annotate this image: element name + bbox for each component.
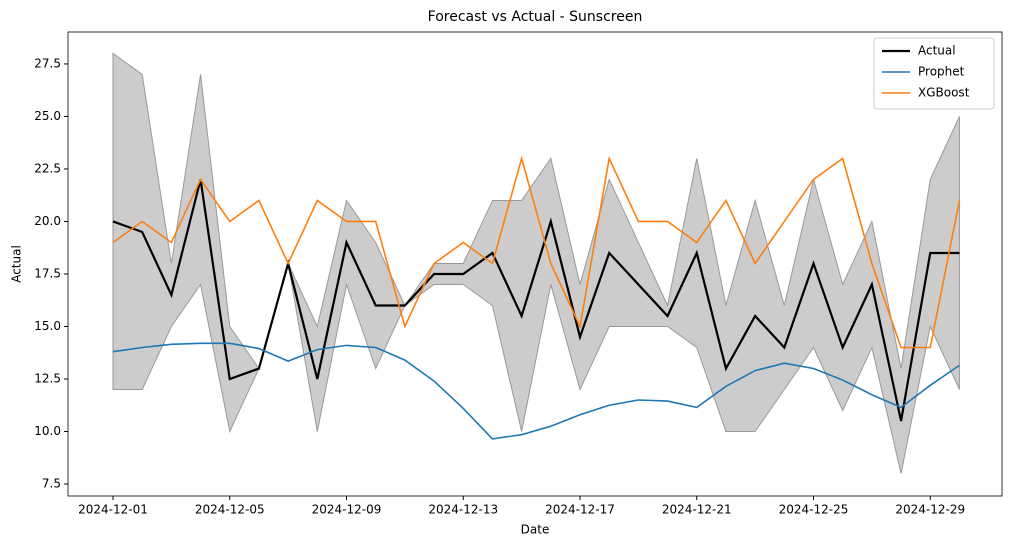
legend-label: Actual: [918, 44, 956, 58]
y-tick-label: 20.0: [34, 214, 61, 228]
series-line: [112, 179, 960, 422]
x-tick-label: 2024-12-25: [779, 503, 849, 517]
legend-label: XGBoost: [918, 86, 970, 100]
x-tick-label: 2024-12-21: [662, 503, 732, 517]
y-tick-label: 27.5: [34, 56, 61, 70]
y-tick-label: 22.5: [34, 161, 61, 175]
x-tick-label: 2024-12-05: [195, 503, 265, 517]
legend-label: Prophet: [918, 65, 965, 79]
x-tick-label: 2024-12-29: [895, 503, 965, 517]
y-tick-label: 7.5: [42, 477, 61, 491]
chart-title: Forecast vs Actual - Sunscreen: [428, 9, 643, 25]
series-line: [112, 155, 961, 349]
confidence-band: [112, 52, 960, 474]
y-tick-label: 12.5: [34, 372, 61, 386]
x-tick-label: 2024-12-17: [545, 503, 615, 517]
y-axis-label: Actual: [10, 245, 24, 283]
plot-frame: [67, 31, 1003, 497]
x-axis-label: Date: [521, 523, 550, 537]
y-tick-label: 15.0: [34, 319, 61, 333]
x-tick-label: 2024-12-09: [312, 503, 382, 517]
series-line: [112, 342, 960, 440]
y-tick-label: 10.0: [34, 424, 61, 438]
x-tick-label: 2024-12-13: [428, 503, 498, 517]
x-tick-label: 2024-12-01: [78, 503, 148, 517]
legend-box: [873, 37, 995, 110]
y-tick-label: 17.5: [34, 266, 61, 280]
y-tick-label: 25.0: [34, 109, 61, 123]
